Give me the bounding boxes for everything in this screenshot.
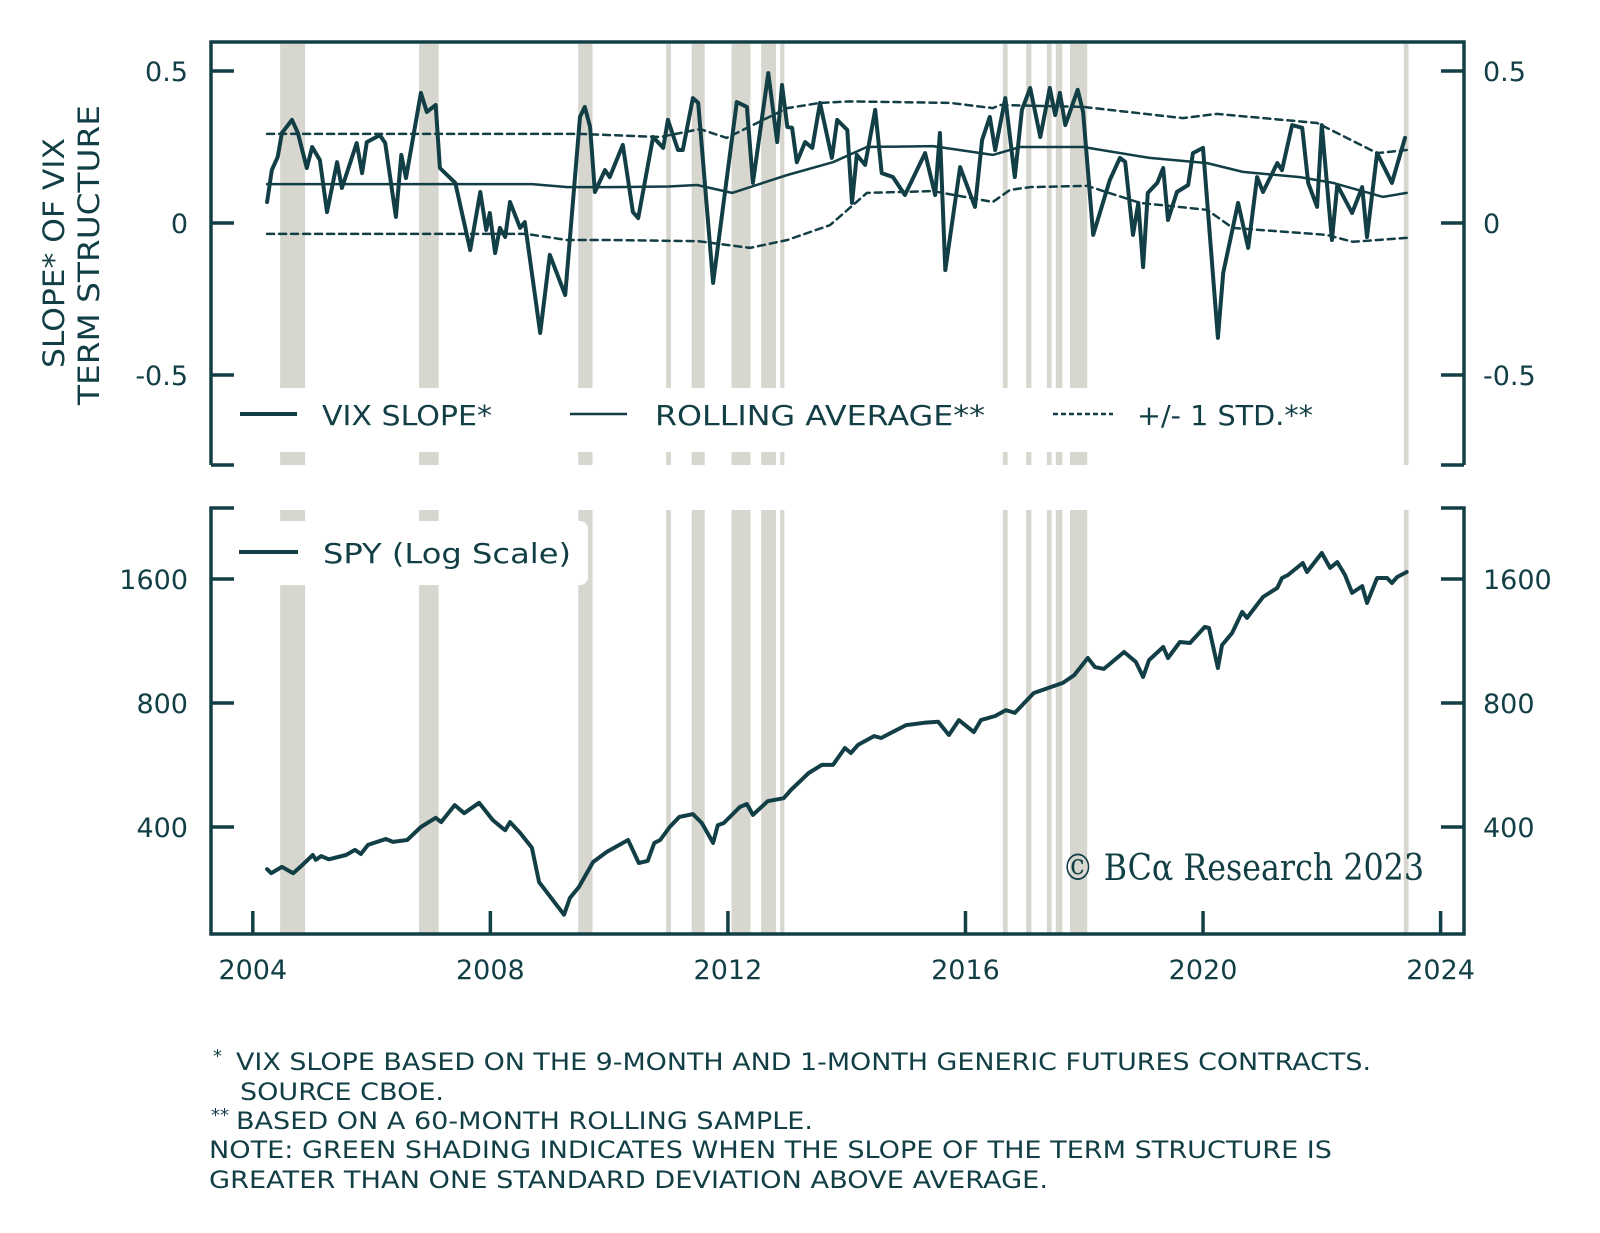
footnotes: * VIX SLOPE BASED ON THE 9-MONTH AND 1-M… bbox=[209, 1046, 1371, 1194]
axis-labels: 2004 2008 2012 2016 2020 2024 0.5 0.5 0 0 -0.5 -0.5… bbox=[119, 57, 1551, 986]
shading-band bbox=[578, 510, 593, 933]
y-axis-title-line-1: SLOPE* OF VIX bbox=[37, 138, 71, 368]
footnote-mark-2: ** bbox=[211, 1105, 229, 1126]
shading-band bbox=[578, 44, 593, 465]
shading-band bbox=[1403, 510, 1409, 933]
y-axis-title-line-2: TERM STRUCTURE bbox=[72, 105, 106, 406]
shading-bands-top-panel bbox=[280, 44, 1409, 465]
y-axis-title: SLOPE* OF VIX TERM STRUCTURE bbox=[37, 105, 106, 406]
series-1-std-line bbox=[265, 184, 1408, 250]
bottom-legend-background bbox=[222, 521, 588, 585]
footnote-mark-1: * bbox=[213, 1046, 222, 1067]
x-tick-label: 2016 bbox=[931, 955, 1000, 986]
y-tick-label-right: 800 bbox=[1483, 689, 1535, 720]
shading-band bbox=[666, 510, 671, 933]
top-legend: VIX SLOPE* ROLLING AVERAGE** +/- 1 STD.*… bbox=[240, 399, 1313, 432]
y-tick-label-right: -0.5 bbox=[1483, 361, 1536, 392]
x-tick-label: 2012 bbox=[694, 955, 763, 986]
y-tick-label-right: 400 bbox=[1483, 813, 1535, 844]
y-tick-label-left: 800 bbox=[136, 689, 188, 720]
legend-label-std-band: +/- 1 STD.** bbox=[1137, 399, 1313, 432]
top-legend-background bbox=[222, 388, 1340, 452]
bottom-legend: SPY (Log Scale) bbox=[239, 537, 571, 570]
shading-band bbox=[1046, 44, 1052, 465]
axis-ticks bbox=[211, 69, 1464, 934]
footnote-line-1: VIX SLOPE BASED ON THE 9-MONTH AND 1-MON… bbox=[236, 1048, 1371, 1076]
bottom-panel-series bbox=[265, 551, 1409, 917]
legend-label-vix-slope: VIX SLOPE* bbox=[322, 399, 492, 432]
x-tick-label: 2020 bbox=[1169, 955, 1238, 986]
shading-band bbox=[1002, 510, 1008, 933]
shading-band bbox=[761, 510, 777, 933]
y-tick-label-right: 0.5 bbox=[1483, 57, 1526, 88]
shading-band bbox=[1026, 44, 1032, 465]
footnote-line-3: BASED ON A 60-MONTH ROLLING SAMPLE. bbox=[236, 1107, 813, 1135]
legend-label-rolling-average: ROLLING AVERAGE** bbox=[655, 399, 985, 432]
x-tick-label: 2004 bbox=[218, 955, 287, 986]
series-1-std-line bbox=[265, 100, 1408, 155]
y-tick-label-left: -0.5 bbox=[135, 361, 188, 392]
shading-band bbox=[780, 510, 785, 933]
shading-band bbox=[1046, 510, 1052, 933]
shading-band bbox=[731, 44, 751, 465]
footnote-line-5: GREATER THAN ONE STANDARD DEVIATION ABOV… bbox=[209, 1166, 1048, 1194]
x-tick-label: 2008 bbox=[456, 955, 525, 986]
y-tick-label-right: 1600 bbox=[1483, 565, 1552, 596]
footnote-line-4: NOTE: GREEN SHADING INDICATES WHEN THE S… bbox=[209, 1136, 1332, 1164]
legend-label-spy: SPY (Log Scale) bbox=[323, 537, 571, 570]
x-tick-label: 2024 bbox=[1406, 955, 1475, 986]
shading-band bbox=[1055, 510, 1063, 933]
bottom-panel-frame bbox=[209, 506, 1466, 936]
shading-band bbox=[1055, 44, 1063, 465]
shading-band bbox=[1070, 44, 1088, 465]
series-rolling-average-line bbox=[265, 144, 1408, 199]
y-tick-label-left: 1600 bbox=[119, 565, 188, 596]
shading-band bbox=[1002, 44, 1008, 465]
shading-band bbox=[419, 44, 439, 465]
series-spy-log-scale-line bbox=[265, 551, 1409, 917]
shading-band bbox=[691, 510, 705, 933]
footnote-line-2: SOURCE CBOE. bbox=[240, 1078, 444, 1106]
y-tick-label-left: 0.5 bbox=[145, 57, 188, 88]
shading-band bbox=[761, 44, 777, 465]
shading-band bbox=[731, 510, 751, 933]
shading-band bbox=[1026, 510, 1032, 933]
shading-band bbox=[1403, 44, 1409, 465]
shading-band bbox=[1070, 510, 1088, 933]
shading-band bbox=[666, 44, 671, 465]
top-panel-series bbox=[265, 71, 1408, 340]
y-tick-label-left: 400 bbox=[136, 813, 188, 844]
y-tick-label-right: 0 bbox=[1483, 209, 1500, 240]
series-vix-slope-line bbox=[265, 71, 1407, 340]
bca-research-watermark: © BCα Research 2023 bbox=[1062, 848, 1424, 889]
shading-band bbox=[780, 44, 785, 465]
top-panel-frame bbox=[209, 40, 1466, 467]
y-tick-label-left: 0 bbox=[171, 209, 188, 240]
